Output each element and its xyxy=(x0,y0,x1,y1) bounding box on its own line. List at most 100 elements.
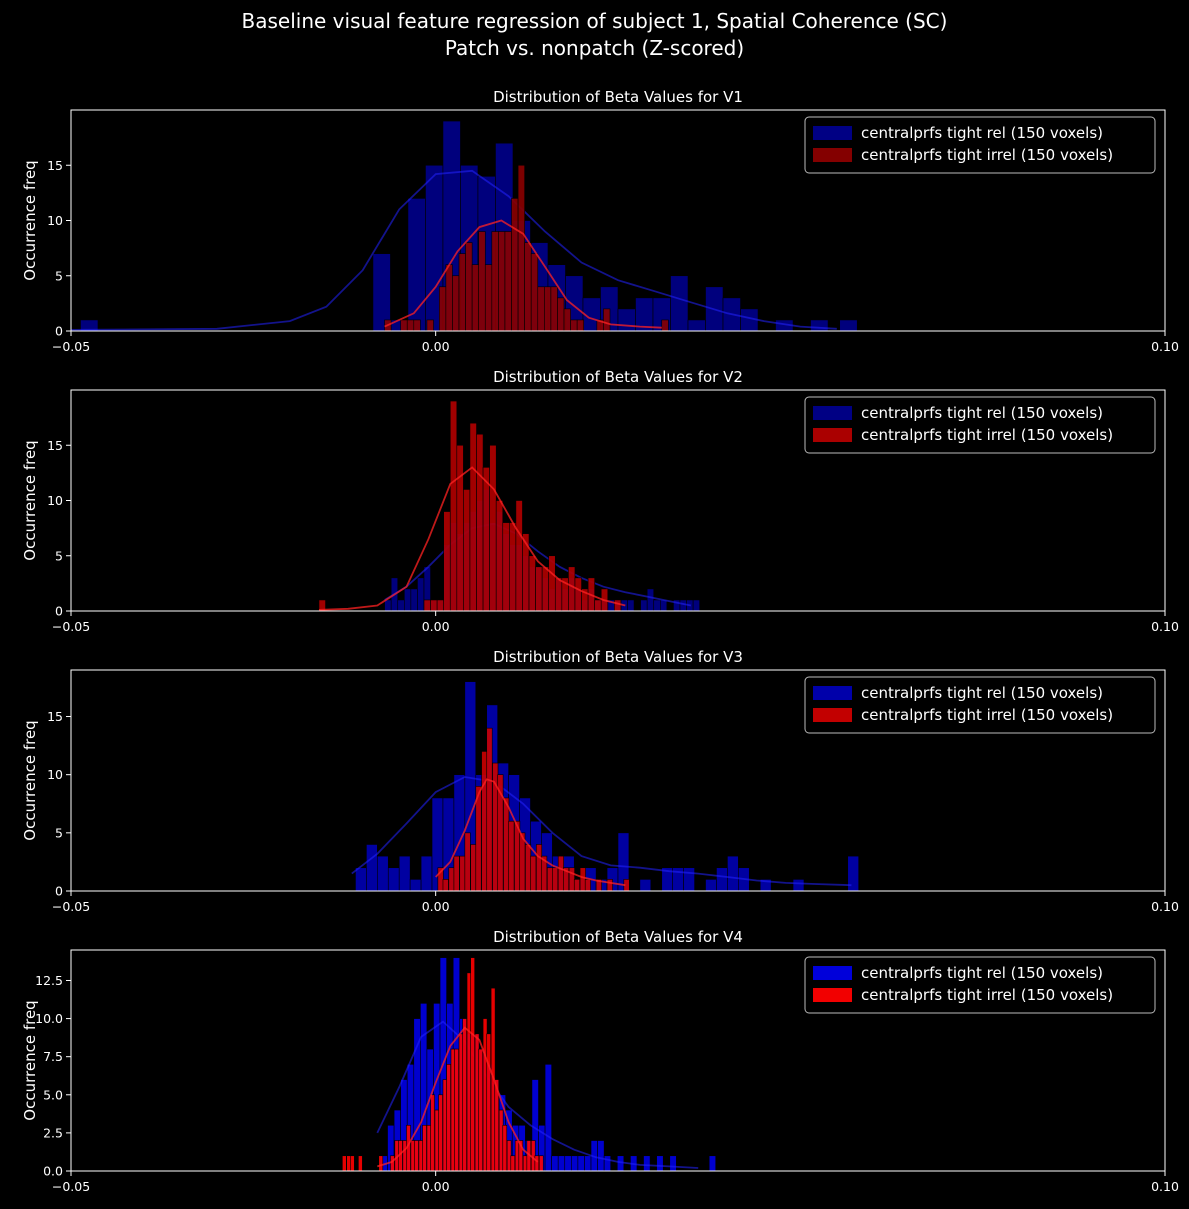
histogram-bar xyxy=(550,286,558,332)
series-1 xyxy=(351,681,859,892)
histogram-bar xyxy=(683,867,695,892)
histogram-bar xyxy=(443,511,451,612)
y-tick-label: 12.5 xyxy=(35,973,63,988)
histogram-bar xyxy=(536,844,543,892)
histogram-bar xyxy=(350,1155,355,1172)
histogram-bar xyxy=(482,467,490,612)
histogram-bar xyxy=(511,198,519,332)
histogram-bar xyxy=(489,444,497,612)
histogram-bar xyxy=(544,1064,552,1172)
y-tick-label: 10.0 xyxy=(35,1011,63,1026)
y-axis-label: Occurrence freq xyxy=(21,440,39,560)
legend-box xyxy=(804,116,1156,174)
histogram-bar xyxy=(438,1094,443,1172)
panel-4: Distribution of Beta Values for V4 Occurr… xyxy=(21,928,1179,1194)
legend: centralprfs tight rel (150 voxels) centra… xyxy=(804,396,1156,454)
histogram-bar xyxy=(594,599,602,612)
histogram-bar xyxy=(839,319,858,332)
histogram-bar xyxy=(426,319,434,332)
histogram-bar xyxy=(454,1048,459,1172)
y-tick-label: 0 xyxy=(55,884,63,899)
histogram-bar xyxy=(563,308,571,332)
histogram-bar xyxy=(478,231,486,332)
histogram-bar xyxy=(442,879,449,892)
histogram-bar xyxy=(534,1155,540,1172)
legend-label: centralprfs tight rel (150 voxels) xyxy=(861,684,1103,702)
histogram-bar xyxy=(614,599,622,612)
histogram-bar xyxy=(449,400,458,612)
panel-title: Distribution of Beta Values for V4 xyxy=(493,928,743,946)
histogram-bar xyxy=(448,867,455,892)
histogram-bar xyxy=(390,1155,395,1172)
histogram-bar xyxy=(409,879,422,892)
x-tick-label: 0.00 xyxy=(422,619,450,634)
histogram-bar xyxy=(377,855,389,892)
histogram-bar xyxy=(463,489,471,612)
y-tick-label: 10 xyxy=(47,493,63,508)
histogram-bar xyxy=(708,1155,717,1172)
histogram-bar xyxy=(670,275,689,332)
y-tick-label: 15 xyxy=(47,709,63,724)
histogram-bar xyxy=(606,879,613,892)
histogram-bar xyxy=(537,286,545,332)
histogram-bar xyxy=(342,1155,347,1172)
histogram-bar xyxy=(727,855,739,892)
histogram-bar xyxy=(557,1155,566,1172)
histogram-bar xyxy=(579,867,586,892)
histogram-bar xyxy=(478,1048,484,1172)
y-axis-label: Occurrence freq xyxy=(21,1000,39,1120)
histogram-bar xyxy=(400,319,408,332)
series-2 xyxy=(318,400,626,612)
y-axis-label: Occurrence freq xyxy=(21,720,39,840)
histogram-bar xyxy=(404,588,412,612)
histogram-bar xyxy=(471,264,479,332)
panels: Distribution of Beta Values for V1 Occurr… xyxy=(21,88,1179,1194)
histogram-bar xyxy=(502,522,510,612)
histogram-bar xyxy=(524,242,532,332)
legend-swatch xyxy=(813,126,852,140)
x-tick-label: 0.10 xyxy=(1151,339,1179,354)
histogram-bar xyxy=(422,1124,427,1172)
histogram-bar xyxy=(502,1124,508,1172)
histogram-bar xyxy=(557,297,565,332)
histogram-bar xyxy=(470,844,477,892)
y-tick-label: 0.0 xyxy=(43,1164,63,1179)
histogram-bar xyxy=(481,751,488,892)
legend-label: centralprfs tight irrel (150 voxels) xyxy=(861,146,1113,164)
histogram-bar xyxy=(498,231,506,332)
x-tick-label: −0.05 xyxy=(52,899,90,914)
kde-curve xyxy=(70,169,837,331)
kde-curve xyxy=(384,219,662,329)
histogram-bar xyxy=(406,319,415,332)
histogram-bar xyxy=(439,286,447,332)
histogram-bar xyxy=(568,867,575,892)
legend-label: centralprfs tight irrel (150 voxels) xyxy=(861,706,1113,724)
legend-swatch xyxy=(813,406,852,420)
histogram-bar xyxy=(716,867,728,892)
axes-frame xyxy=(70,669,1166,892)
figure-title: Baseline visual feature regression of su… xyxy=(242,9,948,33)
histogram-bar xyxy=(530,253,539,332)
figure-subtitle: Patch vs. nonpatch (Z-scored) xyxy=(445,36,744,60)
histogram-bar xyxy=(504,231,512,332)
legend-label: centralprfs tight irrel (150 voxels) xyxy=(861,426,1113,444)
legend: centralprfs tight rel (150 voxels) centra… xyxy=(804,116,1156,174)
histogram-bar xyxy=(573,879,581,892)
y-tick-label: 5 xyxy=(55,268,63,283)
histogram-bar xyxy=(509,522,517,612)
legend-swatch xyxy=(813,708,852,722)
x-tick-label: 0.00 xyxy=(422,339,450,354)
legend-box xyxy=(804,676,1156,734)
y-tick-label: 15 xyxy=(47,158,63,173)
histogram-bar xyxy=(656,1155,664,1172)
histogram-bar xyxy=(486,1033,492,1172)
histogram-bar xyxy=(387,867,400,892)
histogram-bar xyxy=(568,566,576,612)
y-tick-label: 2.5 xyxy=(43,1125,63,1140)
histogram-bar xyxy=(551,1155,559,1172)
histogram-bar xyxy=(486,727,493,892)
histogram-bar xyxy=(574,577,582,612)
legend-swatch xyxy=(813,966,852,980)
histogram-bar xyxy=(530,855,537,892)
